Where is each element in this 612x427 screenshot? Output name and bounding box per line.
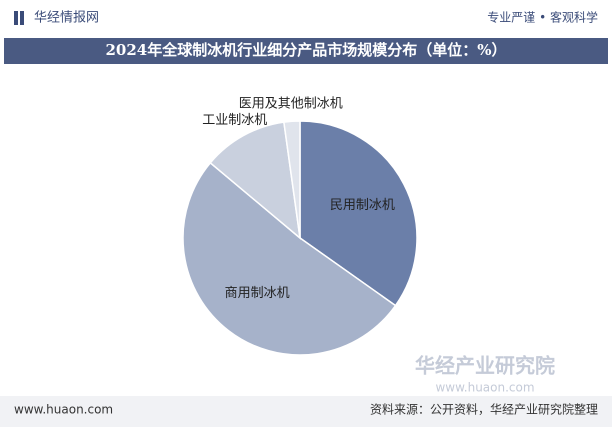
slice-label: 医用及其他制冰机 (239, 96, 343, 111)
logo-bar (20, 11, 24, 25)
slice-label: 工业制冰机 (202, 113, 267, 128)
pie-slice (283, 120, 301, 239)
pie-slice (182, 161, 397, 356)
slogan: 专业严谨 • 客观科学 (487, 10, 598, 25)
title-bar (4, 38, 608, 64)
slice-label: 商用制冰机 (225, 286, 290, 301)
logo-bar (14, 11, 18, 25)
pie-slice (209, 121, 302, 240)
chart-title: 2024年全球制冰机行业细分产品市场规模分布（单位：%） (105, 41, 506, 59)
brand: 华经情报网 (34, 11, 99, 26)
slice-label: 民用制冰机 (330, 198, 395, 213)
footer-source: 资料来源：公开资料，华经产业研究院整理 (370, 402, 598, 417)
watermark-url: www.huaon.com (435, 381, 534, 395)
footer-url: www.huaon.com (14, 403, 113, 417)
pie-slice (299, 120, 418, 307)
watermark: 华经产业研究院 (415, 354, 555, 378)
footer-bar (0, 396, 612, 427)
